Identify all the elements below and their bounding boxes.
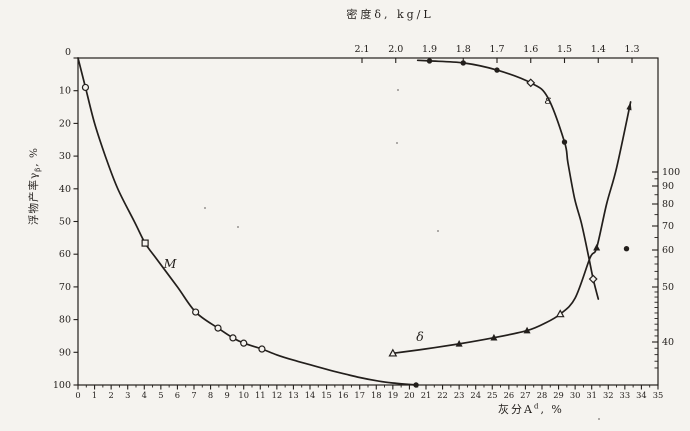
float-yield-curve: [77, 57, 419, 388]
svg-text:19: 19: [388, 390, 399, 400]
right-axis: 40 50 60 70 80 90 100: [652, 167, 680, 369]
svg-text:14: 14: [305, 390, 316, 400]
epsilon-curve: [416, 58, 600, 300]
svg-text:17: 17: [354, 390, 365, 400]
curve-labels: Mε δ: [163, 92, 552, 344]
svg-text:1.3: 1.3: [624, 44, 639, 55]
svg-text:1.9: 1.9: [422, 44, 437, 55]
svg-text:70: 70: [59, 282, 71, 293]
bottom-axis-title-base: 灰分A: [498, 403, 534, 416]
svg-text:16: 16: [338, 390, 349, 400]
svg-text:M: M: [163, 256, 178, 271]
svg-text:30: 30: [59, 151, 71, 162]
svg-text:90: 90: [59, 347, 71, 358]
svg-text:10: 10: [59, 86, 71, 97]
svg-text:100: 100: [53, 380, 71, 391]
stray-point: [623, 246, 630, 252]
svg-text:ε: ε: [545, 92, 552, 107]
svg-text:23: 23: [454, 390, 465, 400]
svg-text:90: 90: [662, 181, 674, 192]
svg-text:4: 4: [142, 390, 147, 400]
svg-text:15: 15: [321, 390, 332, 400]
svg-text:1.4: 1.4: [591, 44, 606, 55]
svg-text:9: 9: [224, 390, 229, 400]
svg-text:33: 33: [620, 390, 631, 400]
svg-text:2: 2: [109, 390, 114, 400]
svg-text:20: 20: [404, 390, 415, 400]
svg-text:1.6: 1.6: [523, 44, 538, 55]
svg-text:25: 25: [487, 390, 498, 400]
svg-text:13: 13: [288, 390, 299, 400]
svg-text:1.8: 1.8: [456, 44, 471, 55]
svg-text:34: 34: [636, 390, 647, 400]
svg-text:80: 80: [662, 199, 674, 210]
svg-text:60: 60: [59, 249, 71, 260]
svg-text:3: 3: [125, 390, 130, 400]
svg-text:0: 0: [65, 47, 71, 58]
svg-text:12: 12: [272, 390, 283, 400]
svg-text:5: 5: [158, 390, 163, 400]
svg-text:10: 10: [238, 390, 249, 400]
svg-text:60: 60: [662, 245, 674, 256]
svg-text:1: 1: [92, 390, 97, 400]
bottom-axis-title-superscript: d: [533, 402, 541, 411]
svg-text:35: 35: [653, 390, 664, 400]
bottom-axis-title: 灰分Ad, %: [498, 401, 564, 417]
svg-text:50: 50: [59, 217, 71, 228]
svg-text:40: 40: [59, 184, 71, 195]
bottom-ash-axis: 0 1 2 3 4 5 6 7 8 9 10 11 12 13 14 15 16 17 18 19 20 21 22 23 24…: [75, 385, 663, 400]
top-density-axis: 2.1 2.0 1.9 1.8 1.7 1.6 1.5 1.4 1.3: [354, 44, 640, 63]
svg-text:70: 70: [662, 221, 674, 232]
svg-text:21: 21: [421, 390, 432, 400]
svg-text:24: 24: [470, 390, 481, 400]
svg-text:1.7: 1.7: [489, 44, 504, 55]
svg-text:22: 22: [437, 390, 448, 400]
left-yield-axis: 0 10 20 30 40 50 60 70 80 90 100: [53, 47, 78, 391]
scan-specks: [204, 89, 600, 420]
svg-text:18: 18: [371, 390, 382, 400]
svg-text:29: 29: [553, 390, 564, 400]
svg-text:80: 80: [59, 315, 71, 326]
svg-text:100: 100: [662, 167, 680, 178]
svg-text:20: 20: [59, 118, 71, 129]
svg-text:2.0: 2.0: [388, 44, 403, 55]
svg-text:40: 40: [662, 337, 674, 348]
svg-text:7: 7: [191, 390, 196, 400]
svg-text:6: 6: [175, 390, 180, 400]
svg-text:27: 27: [520, 390, 531, 400]
delta-density-curve: [388, 101, 632, 357]
plot-frame: [77, 57, 659, 386]
svg-text:26: 26: [504, 390, 515, 400]
svg-text:31: 31: [586, 390, 597, 400]
svg-text:1.5: 1.5: [557, 44, 572, 55]
svg-text:2.1: 2.1: [354, 44, 369, 55]
svg-text:8: 8: [208, 390, 213, 400]
svg-text:28: 28: [537, 390, 548, 400]
svg-text:0: 0: [75, 390, 80, 400]
svg-text:11: 11: [255, 390, 266, 400]
top-axis-title: 密度δ, kg/L: [346, 8, 434, 21]
svg-text:δ: δ: [416, 329, 424, 344]
svg-text:30: 30: [570, 390, 581, 400]
svg-text:50: 50: [662, 282, 674, 293]
bottom-axis-title-unit: , %: [540, 403, 564, 416]
svg-text:32: 32: [603, 390, 614, 400]
